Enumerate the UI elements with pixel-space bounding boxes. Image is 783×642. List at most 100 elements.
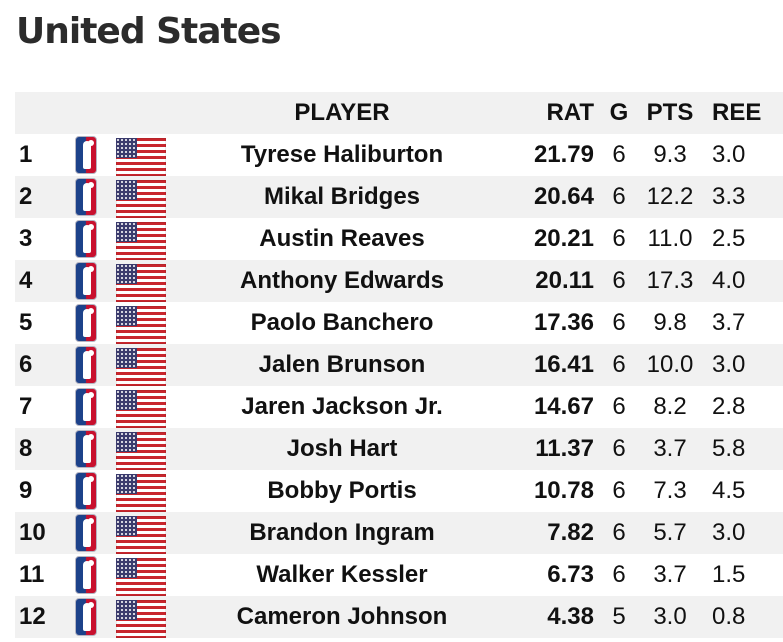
g-cell: 6	[612, 351, 626, 378]
rank-cell: 9	[19, 477, 33, 504]
pts-cell: 17.3	[646, 267, 694, 294]
header-player[interactable]: PLAYER	[294, 99, 390, 126]
rat-cell: 4.38	[547, 603, 594, 630]
reb-cell: 4.0	[712, 267, 746, 294]
player-name[interactable]: Bobby Portis	[267, 477, 417, 504]
reb-cell: 1.5	[712, 561, 746, 588]
pts-cell: 11.0	[647, 225, 693, 252]
us-flag-icon	[116, 218, 166, 260]
nba-logo-icon	[73, 470, 99, 512]
pts-cell: 3.0	[653, 603, 687, 630]
rat-cell: 17.36	[533, 309, 594, 336]
rank-cell: 5	[19, 309, 33, 336]
header-rat[interactable]: RAT	[546, 99, 594, 126]
us-flag-icon	[116, 554, 166, 596]
rat-cell: 7.82	[547, 519, 594, 546]
pts-cell: 10.0	[646, 351, 694, 378]
player-name[interactable]: Austin Reaves	[259, 225, 425, 252]
rat-cell: 20.11	[535, 267, 594, 294]
us-flag-icon	[116, 470, 166, 512]
us-flag-icon	[116, 386, 166, 428]
nba-logo-icon	[73, 386, 99, 428]
table-row[interactable]: 1 Tyrese Haliburton 21.79 6 9.3 3.0	[15, 134, 783, 176]
nba-logo-icon	[73, 512, 99, 554]
player-name[interactable]: Jalen Brunson	[258, 351, 426, 378]
nba-logo-icon	[73, 428, 99, 470]
table-row[interactable]: 4 Anthony Edwards 20.11 6 17.3 4.0	[15, 260, 783, 302]
pts-cell: 9.8	[653, 309, 687, 336]
reb-cell: 2.8	[712, 393, 746, 420]
g-cell: 6	[612, 561, 626, 588]
rat-cell: 10.78	[533, 477, 594, 504]
g-cell: 6	[612, 225, 626, 252]
nba-logo-icon	[73, 596, 99, 638]
player-name[interactable]: Anthony Edwards	[239, 267, 444, 294]
g-cell: 6	[612, 435, 626, 462]
g-cell: 6	[612, 183, 626, 210]
g-cell: 6	[612, 393, 626, 420]
table-row[interactable]: 2 Mikal Bridges 20.64 6 12.2 3.3	[15, 176, 783, 218]
player-stats-table: PLAYER RAT G PTS REE 1 Tyrese Haliburton 2…	[15, 92, 783, 638]
reb-cell: 4.5	[712, 477, 746, 504]
reb-cell: 3.0	[712, 351, 746, 378]
g-cell: 6	[612, 141, 626, 168]
rank-cell: 4	[19, 267, 33, 294]
header-reb[interactable]: REE	[712, 99, 762, 126]
nba-logo-icon	[73, 218, 99, 260]
rank-cell: 3	[19, 225, 33, 252]
pts-cell: 3.7	[653, 561, 687, 588]
us-flag-icon	[116, 176, 166, 218]
g-cell: 6	[612, 267, 626, 294]
g-cell: 6	[612, 519, 626, 546]
rat-cell: 20.21	[533, 225, 594, 252]
table-row[interactable]: 11 Walker Kessler 6.73 6 3.7 1.5	[15, 554, 783, 596]
g-cell: 6	[612, 309, 626, 336]
us-flag-icon	[116, 596, 166, 638]
rat-cell: 21.79	[533, 141, 594, 168]
player-name[interactable]: Paolo Banchero	[250, 309, 434, 336]
nba-logo-icon	[73, 176, 99, 218]
table-row[interactable]: 12 Cameron Johnson 4.38 5 3.0 0.8	[15, 596, 783, 638]
player-name[interactable]: Josh Hart	[286, 435, 398, 462]
g-cell: 5	[612, 603, 626, 630]
us-flag-icon	[116, 512, 166, 554]
header-pts[interactable]: PTS	[646, 99, 694, 126]
table-body: 1 Tyrese Haliburton 21.79 6 9.3 3.0 2 Mikal Bri…	[15, 134, 783, 638]
rat-cell: 6.73	[547, 561, 594, 588]
table-row[interactable]: 6 Jalen Brunson 16.41 6 10.0 3.0	[15, 344, 783, 386]
us-flag-icon	[116, 428, 166, 470]
player-name[interactable]: Cameron Johnson	[236, 603, 448, 630]
rat-cell: 20.64	[533, 183, 594, 210]
rank-cell: 6	[19, 351, 33, 378]
table-row[interactable]: 5 Paolo Banchero 17.36 6 9.8 3.7	[15, 302, 783, 344]
page-title: United States	[16, 11, 282, 52]
table-row[interactable]: 3 Austin Reaves 20.21 6 11.0 2.5	[15, 218, 783, 260]
pts-cell: 7.3	[653, 477, 687, 504]
header-g[interactable]: G	[609, 99, 629, 126]
pts-cell: 12.2	[646, 183, 694, 210]
pts-cell: 5.7	[653, 519, 687, 546]
player-name[interactable]: Mikal Bridges	[263, 183, 421, 210]
reb-cell: 3.0	[712, 519, 746, 546]
player-name[interactable]: Walker Kessler	[256, 561, 428, 588]
g-cell: 6	[612, 477, 626, 504]
table-row[interactable]: 8 Josh Hart 11.37 6 3.7 5.8	[15, 428, 783, 470]
table-row[interactable]: 9 Bobby Portis 10.78 6 7.3 4.5	[15, 470, 783, 512]
nba-logo-icon	[73, 260, 99, 302]
table-header-row: PLAYER RAT G PTS REE	[15, 92, 783, 134]
rank-cell: 7	[19, 393, 33, 420]
table-row[interactable]: 10 Brandon Ingram 7.82 6 5.7 3.0	[15, 512, 783, 554]
rank-cell: 10	[19, 519, 46, 546]
reb-cell: 3.0	[712, 141, 746, 168]
player-name[interactable]: Tyrese Haliburton	[240, 141, 444, 168]
player-name[interactable]: Jaren Jackson Jr.	[241, 393, 443, 420]
rat-cell: 11.37	[535, 435, 594, 462]
reb-cell: 3.7	[712, 309, 746, 336]
us-flag-icon	[116, 260, 166, 302]
reb-cell: 3.3	[712, 183, 746, 210]
us-flag-icon	[116, 302, 166, 344]
table-row[interactable]: 7 Jaren Jackson Jr. 14.67 6 8.2 2.8	[15, 386, 783, 428]
player-name[interactable]: Brandon Ingram	[249, 519, 435, 546]
rank-cell: 1	[19, 141, 33, 168]
pts-cell: 3.7	[653, 435, 687, 462]
